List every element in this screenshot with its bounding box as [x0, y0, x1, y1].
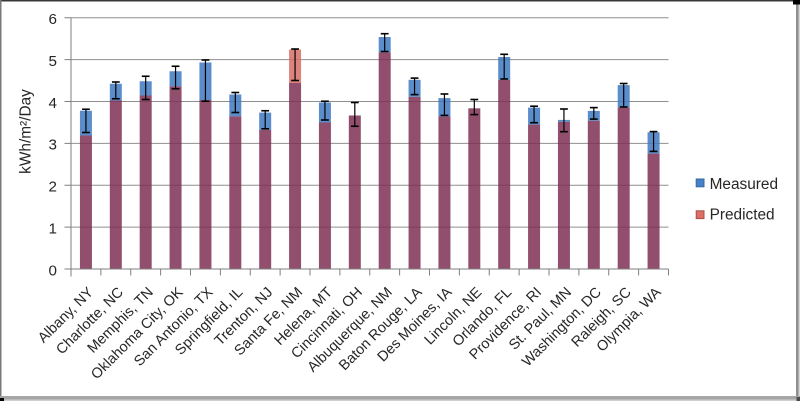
svg-text:3: 3	[49, 137, 57, 154]
svg-text:0: 0	[49, 262, 57, 279]
svg-text:1: 1	[49, 220, 57, 237]
svg-text:2: 2	[49, 179, 57, 196]
svg-text:Measured: Measured	[710, 176, 778, 193]
svg-text:5: 5	[49, 53, 57, 70]
svg-text:4: 4	[49, 95, 57, 112]
svg-text:kWh/m²/Day: kWh/m²/Day	[17, 89, 34, 174]
svg-text:6: 6	[49, 11, 57, 28]
svg-text:Predicted: Predicted	[710, 206, 775, 223]
